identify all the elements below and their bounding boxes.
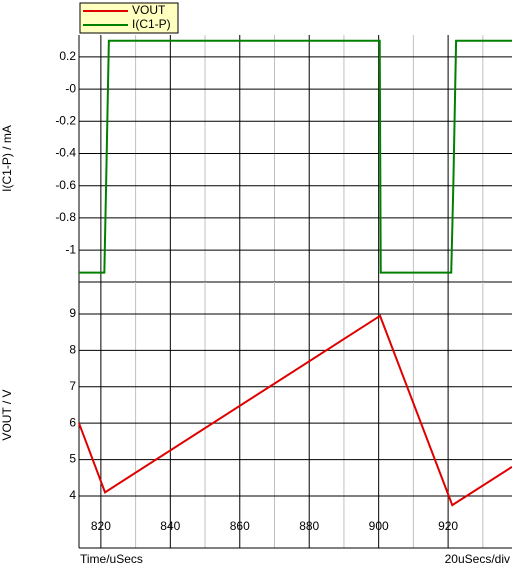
y-tick-label: 8 xyxy=(69,343,76,357)
x-scale-label: 20uSecs/div xyxy=(445,552,510,566)
y-tick-label: -1 xyxy=(65,242,76,256)
y-tick-label: 7 xyxy=(69,379,76,393)
x-tick-label: 920 xyxy=(438,519,458,533)
y-tick-label: -0.8 xyxy=(55,210,76,224)
x-tick-label: 840 xyxy=(160,519,180,533)
x-tick-label: 900 xyxy=(369,519,389,533)
y-axis-label: VOUT / V xyxy=(0,389,14,440)
y-tick-label: 0.2 xyxy=(59,49,76,63)
series-line xyxy=(78,314,512,507)
y-tick-label: -0.2 xyxy=(55,113,76,127)
legend-label: I(C1-P) xyxy=(132,17,171,31)
y-tick-label: 5 xyxy=(69,452,76,466)
legend-box xyxy=(79,2,179,34)
y-axis-label: I(C1-P) / mA xyxy=(0,125,14,192)
y-tick-label: 4 xyxy=(69,488,76,502)
x-tick-label: 880 xyxy=(299,519,319,533)
x-tick-label: 860 xyxy=(230,519,250,533)
legend-label: VOUT xyxy=(132,3,166,17)
y-tick-label: 6 xyxy=(69,415,76,429)
y-tick-label: 9 xyxy=(69,306,76,320)
y-tick-label: -0 xyxy=(65,81,76,95)
series-line xyxy=(79,39,512,274)
y-tick-label: -0.6 xyxy=(55,178,76,192)
x-axis-label: Time/uSecs xyxy=(80,552,143,566)
y-tick-label: -0.4 xyxy=(55,146,76,160)
x-tick-label: 820 xyxy=(91,519,111,533)
